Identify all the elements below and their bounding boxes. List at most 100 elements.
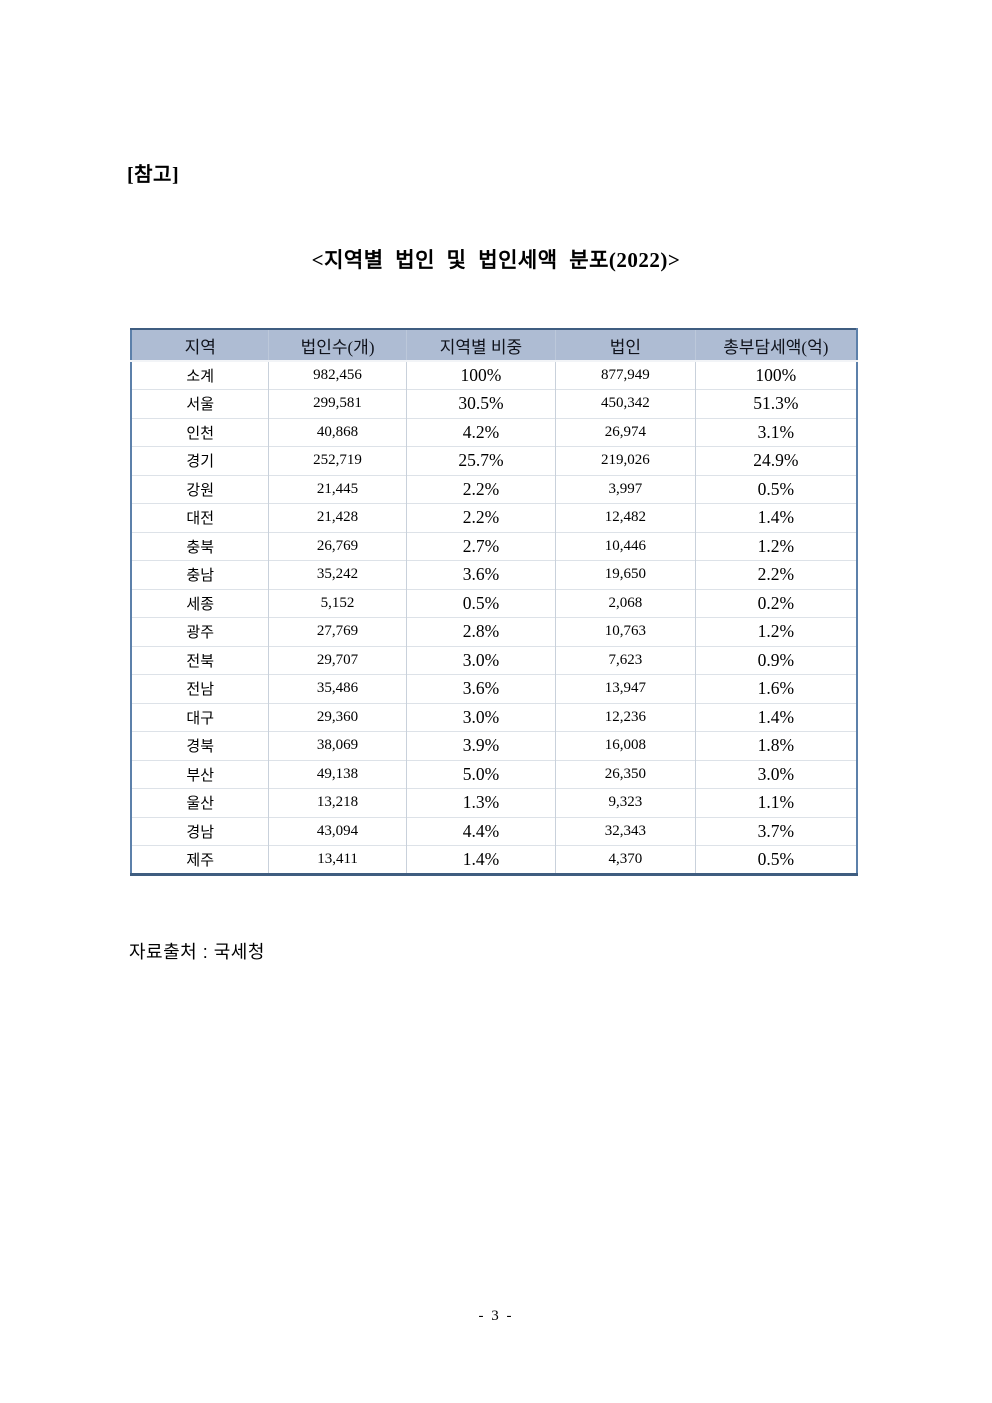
value-cell: 51.3%: [694, 389, 857, 418]
region-cell: 전북: [131, 645, 269, 675]
region-cell: 부산: [131, 759, 269, 789]
value-cell: 252,719: [268, 446, 407, 475]
region-cell: 경기: [131, 446, 269, 475]
table-row: 소계 982,456 100% 877,949 100%: [131, 360, 857, 390]
value-cell: 5,152: [268, 588, 407, 618]
column-header: 법인수(개): [268, 329, 407, 362]
value-cell: 3,997: [555, 474, 696, 504]
region-cell: 대구: [131, 702, 269, 732]
value-cell: 219,026: [555, 446, 696, 475]
value-cell: 0.2%: [694, 588, 857, 618]
value-cell: 40,868: [268, 417, 407, 447]
value-cell: 3.6%: [405, 560, 556, 589]
value-cell: 29,707: [268, 645, 407, 675]
value-cell: 2,068: [555, 588, 696, 618]
value-cell: 26,769: [268, 531, 407, 561]
value-cell: 24.9%: [694, 446, 857, 475]
value-cell: 2.2%: [405, 474, 556, 504]
value-cell: 27,769: [268, 617, 407, 646]
column-header: 지역별 비중: [405, 329, 556, 362]
table-row: 전남 35,486 3.6% 13,947 1.6%: [131, 674, 857, 703]
value-cell: 1.6%: [694, 674, 857, 703]
region-cell: 경남: [131, 816, 269, 846]
table-row: 세종 5,152 0.5% 2,068 0.2%: [131, 588, 857, 618]
value-cell: 982,456: [268, 360, 407, 390]
value-cell: 2.7%: [405, 531, 556, 561]
column-header: 법인: [555, 329, 696, 362]
value-cell: 0.5%: [694, 474, 857, 504]
value-cell: 299,581: [268, 389, 407, 418]
column-header: 지역: [131, 329, 269, 362]
value-cell: 3.0%: [405, 702, 556, 732]
value-cell: 5.0%: [405, 759, 556, 789]
region-cell: 강원: [131, 474, 269, 504]
value-cell: 7,623: [555, 645, 696, 675]
value-cell: 3.0%: [694, 759, 857, 789]
table-row: 부산 49,138 5.0% 26,350 3.0%: [131, 759, 857, 789]
value-cell: 26,974: [555, 417, 696, 447]
region-cell: 서울: [131, 389, 269, 418]
value-cell: 100%: [405, 360, 556, 390]
value-cell: 1.2%: [694, 531, 857, 561]
value-cell: 4.4%: [405, 816, 556, 846]
value-cell: 49,138: [268, 759, 407, 789]
value-cell: 1.4%: [694, 702, 857, 732]
value-cell: 0.5%: [405, 588, 556, 618]
value-cell: 0.5%: [694, 845, 857, 874]
value-cell: 12,482: [555, 503, 696, 532]
value-cell: 877,949: [555, 360, 696, 390]
value-cell: 1.1%: [694, 788, 857, 817]
value-cell: 2.8%: [405, 617, 556, 646]
value-cell: 30.5%: [405, 389, 556, 418]
value-cell: 3.6%: [405, 674, 556, 703]
table-row: 경기 252,719 25.7% 219,026 24.9%: [131, 446, 857, 475]
region-cell: 울산: [131, 788, 269, 817]
region-cell: 인천: [131, 417, 269, 447]
value-cell: 1.2%: [694, 617, 857, 646]
value-cell: 16,008: [555, 731, 696, 760]
value-cell: 1.3%: [405, 788, 556, 817]
value-cell: 26,350: [555, 759, 696, 789]
value-cell: 2.2%: [405, 503, 556, 532]
table-row: 경남 43,094 4.4% 32,343 3.7%: [131, 816, 857, 846]
table-row: 대구 29,360 3.0% 12,236 1.4%: [131, 702, 857, 732]
page-number: - 3 -: [478, 1308, 514, 1324]
table-row: 경북 38,069 3.9% 16,008 1.8%: [131, 731, 857, 760]
value-cell: 32,343: [555, 816, 696, 846]
value-cell: 43,094: [268, 816, 407, 846]
region-cell: 소계: [131, 360, 269, 390]
region-cell: 세종: [131, 588, 269, 618]
value-cell: 25.7%: [405, 446, 556, 475]
table-row: 전북 29,707 3.0% 7,623 0.9%: [131, 645, 857, 675]
value-cell: 12,236: [555, 702, 696, 732]
value-cell: 10,446: [555, 531, 696, 561]
value-cell: 19,650: [555, 560, 696, 589]
value-cell: 13,218: [268, 788, 407, 817]
table-row: 제주 13,411 1.4% 4,370 0.5%: [131, 845, 857, 874]
value-cell: 4,370: [555, 845, 696, 874]
region-cell: 충북: [131, 531, 269, 561]
table-header-row: 지역 법인수(개) 지역별 비중 법인 총부담세액(억): [131, 329, 857, 362]
value-cell: 35,242: [268, 560, 407, 589]
value-cell: 1.4%: [405, 845, 556, 874]
value-cell: 3.9%: [405, 731, 556, 760]
region-cell: 전남: [131, 674, 269, 703]
value-cell: 3.7%: [694, 816, 857, 846]
table-row: 충남 35,242 3.6% 19,650 2.2%: [131, 560, 857, 589]
value-cell: 13,411: [268, 845, 407, 874]
value-cell: 38,069: [268, 731, 407, 760]
value-cell: 2.2%: [694, 560, 857, 589]
source-note: 자료출처 : 국세청: [129, 942, 265, 962]
value-cell: 13,947: [555, 674, 696, 703]
region-cell: 충남: [131, 560, 269, 589]
value-cell: 1.4%: [694, 503, 857, 532]
table-row: 광주 27,769 2.8% 10,763 1.2%: [131, 617, 857, 646]
value-cell: 29,360: [268, 702, 407, 732]
table-row: 강원 21,445 2.2% 3,997 0.5%: [131, 474, 857, 504]
table-header: 지역 법인수(개) 지역별 비중 법인 총부담세액(억): [131, 329, 857, 362]
table-title: <지역별 법인 및 법인세액 분포(2022)>: [311, 248, 681, 272]
region-cell: 대전: [131, 503, 269, 532]
value-cell: 0.9%: [694, 645, 857, 675]
value-cell: 21,428: [268, 503, 407, 532]
